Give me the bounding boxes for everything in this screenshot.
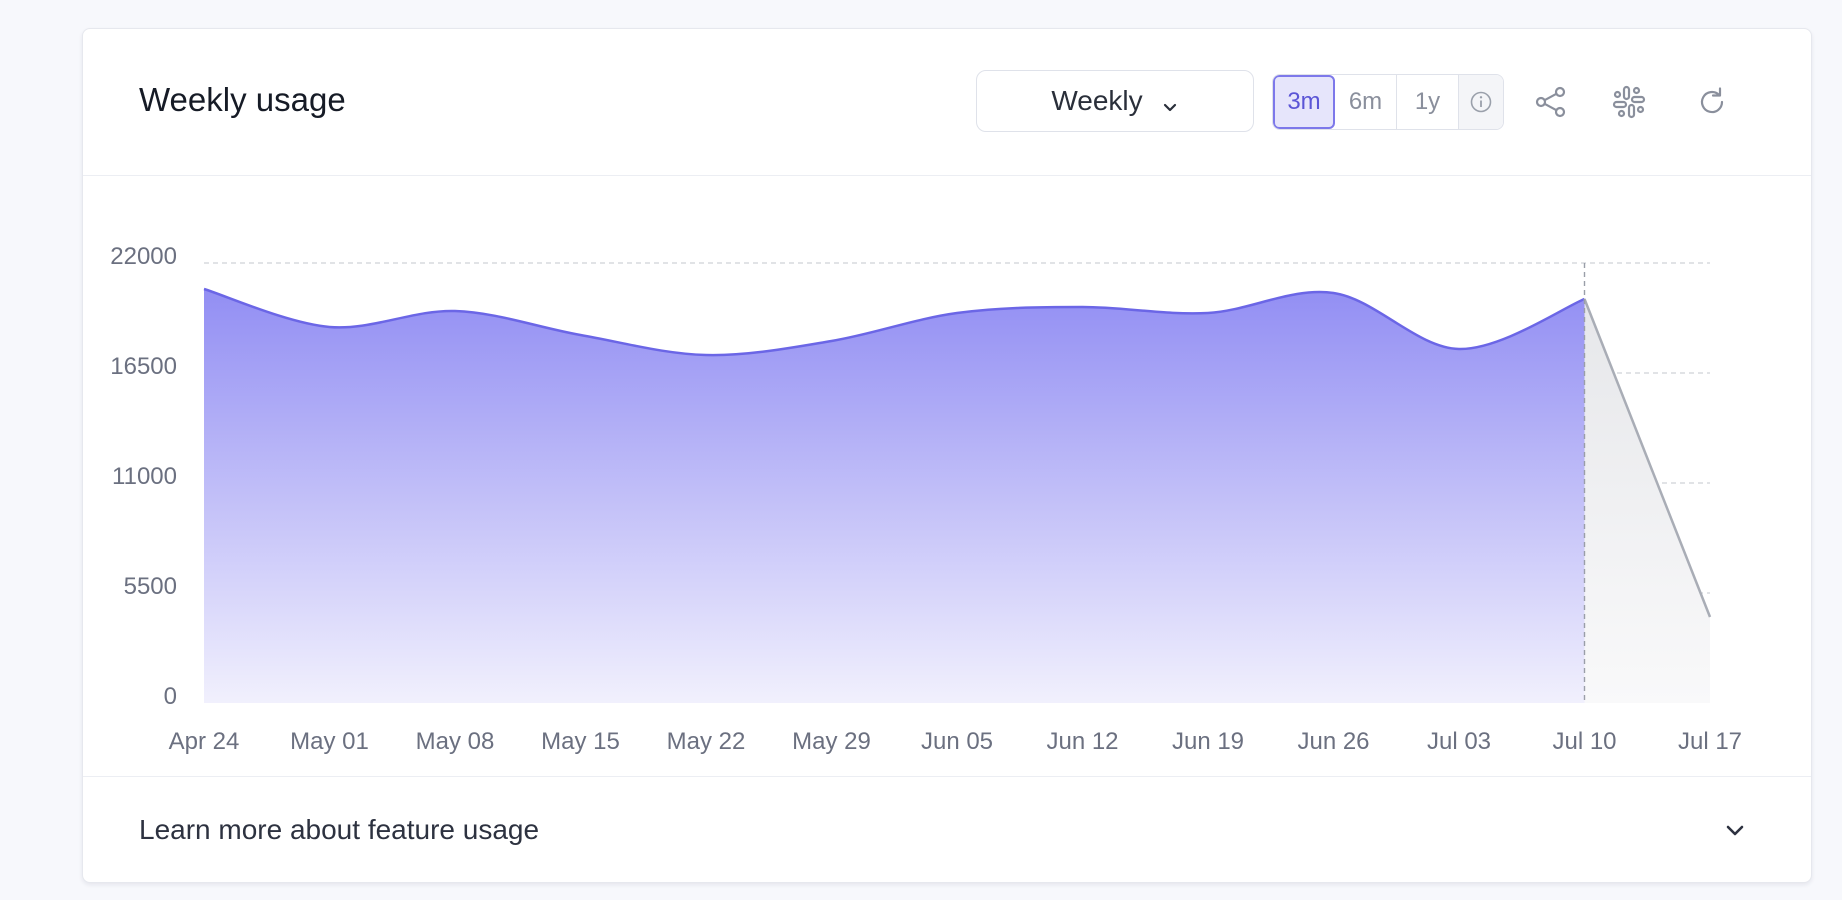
projection-line bbox=[1583, 298, 1712, 618]
range-6m-button[interactable]: 6m bbox=[1335, 75, 1397, 129]
y-tick-label: 11000 bbox=[112, 463, 177, 490]
usage-line bbox=[203, 287, 1585, 357]
feature-usage-accordion[interactable]: Learn more about feature usage bbox=[83, 776, 1811, 883]
y-tick-label: 16500 bbox=[110, 353, 177, 380]
x-tick-label: May 29 bbox=[792, 728, 871, 755]
usage-area-fill bbox=[204, 289, 1585, 703]
slack-icon[interactable] bbox=[1610, 83, 1648, 121]
x-tick-label: May 01 bbox=[290, 728, 369, 755]
data-point bbox=[703, 352, 709, 358]
period-dropdown[interactable]: Weekly bbox=[976, 70, 1254, 132]
refresh-icon[interactable] bbox=[1693, 83, 1731, 121]
x-tick-label: Jun 12 bbox=[1046, 728, 1118, 755]
x-tick-label: May 22 bbox=[667, 728, 746, 755]
y-tick-label: 22000 bbox=[110, 243, 177, 270]
accordion-label: Learn more about feature usage bbox=[139, 814, 540, 845]
x-tick-label: May 15 bbox=[541, 728, 620, 755]
data-point bbox=[452, 308, 458, 314]
x-tick-label: Jul 03 bbox=[1427, 728, 1491, 755]
data-point bbox=[1080, 304, 1086, 310]
y-tick-label: 5500 bbox=[124, 573, 177, 600]
y-tick-label: 0 bbox=[164, 683, 177, 710]
x-tick-label: Apr 24 bbox=[169, 728, 240, 755]
x-tick-label: Jun 05 bbox=[921, 728, 993, 755]
data-point bbox=[1205, 310, 1211, 316]
x-tick-label: Jul 17 bbox=[1678, 728, 1742, 755]
data-point bbox=[578, 332, 584, 338]
data-point bbox=[327, 324, 333, 330]
x-tick-label: May 08 bbox=[416, 728, 495, 755]
period-dropdown-value: Weekly bbox=[1051, 85, 1143, 116]
card-header: Weekly usage Weekly 3m 6m 1y bbox=[83, 29, 1811, 176]
range-3m-button[interactable]: 3m bbox=[1273, 75, 1335, 129]
x-tick-label: Jul 10 bbox=[1552, 728, 1616, 755]
range-segmented-control: 3m 6m 1y bbox=[1272, 74, 1504, 130]
data-point bbox=[1331, 290, 1337, 296]
data-point bbox=[954, 310, 960, 316]
x-tick-label: Jun 19 bbox=[1172, 728, 1244, 755]
share-icon[interactable] bbox=[1532, 83, 1570, 121]
data-point bbox=[201, 286, 207, 292]
data-point bbox=[829, 338, 835, 344]
card-title: Weekly usage bbox=[139, 81, 346, 118]
chevron-down-icon bbox=[1161, 92, 1179, 112]
info-icon[interactable] bbox=[1459, 75, 1503, 129]
weekly-usage-card: Weekly usage Weekly 3m 6m 1y bbox=[82, 28, 1812, 883]
usage-area-chart: 0 5500 11000 16500 22000 Apr 24 May 01 May 08 Ma… bbox=[110, 243, 1742, 755]
projection-area-fill bbox=[1584, 299, 1710, 703]
chevron-down-icon bbox=[1721, 817, 1749, 845]
chart-area: 0 5500 11000 16500 22000 Apr 24 May 01 May 08 Ma… bbox=[83, 175, 1811, 805]
x-tick-label: Jun 26 bbox=[1297, 728, 1369, 755]
range-1y-button[interactable]: 1y bbox=[1397, 75, 1459, 129]
data-point bbox=[1456, 346, 1462, 352]
